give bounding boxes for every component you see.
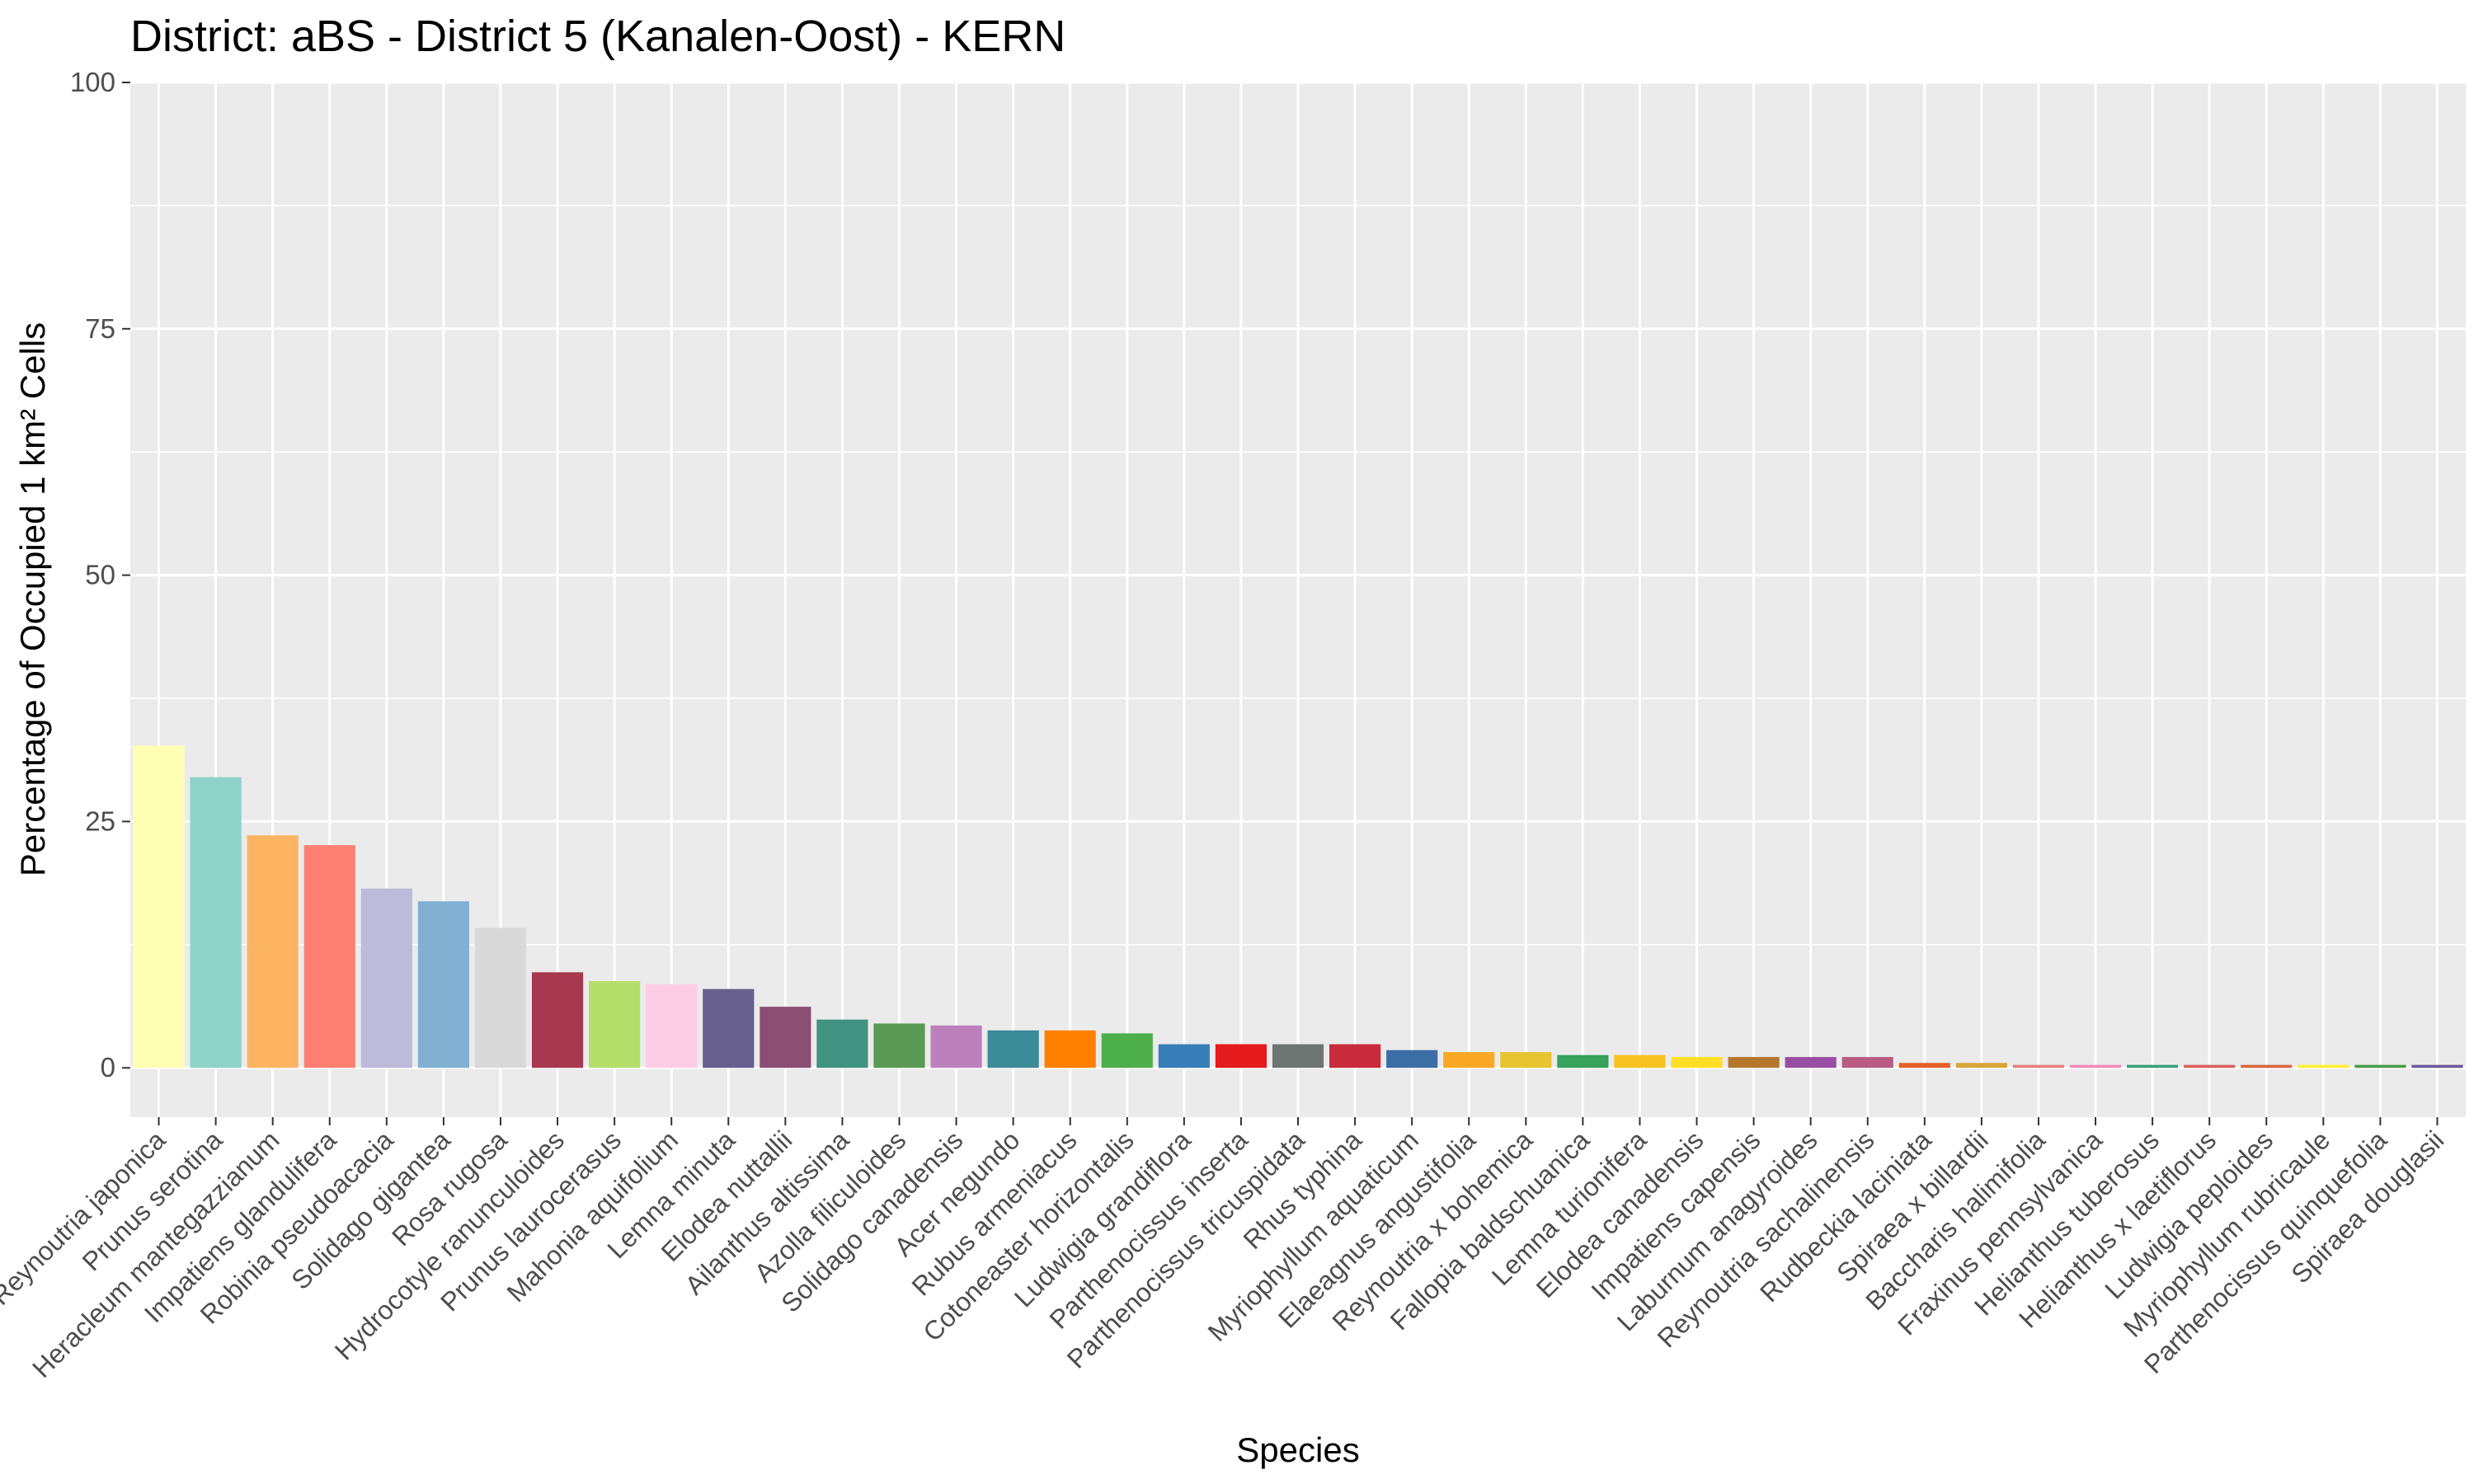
bar-ludwigia-peploides <box>2241 1064 2293 1068</box>
bar-azolla-filiculoides <box>873 1023 925 1068</box>
y-tick-label: 75 <box>85 313 115 344</box>
bar-lemna-turionifera <box>1614 1054 1666 1068</box>
bar-reynoutria-japonica <box>133 745 185 1068</box>
bar-acer-negundo <box>987 1030 1039 1068</box>
bar-rosa-rugosa <box>474 928 527 1068</box>
bar-cotoneaster-horizontalis <box>1101 1033 1153 1068</box>
bar-prunus-serotina <box>190 777 242 1068</box>
bar-robinia-pseudoacacia <box>360 888 412 1068</box>
bar-parthenocissus-tricuspidata <box>1272 1044 1324 1068</box>
bar-lemna-minuta <box>703 989 755 1068</box>
bar-mahonia-aquifolium <box>646 984 698 1068</box>
bar-ailanthus-altissima <box>816 1019 868 1068</box>
bar-fraxinus-pennsylvanica <box>2069 1064 2122 1068</box>
bar-myriophyllum-rubricaule <box>2298 1064 2349 1068</box>
y-tick-label: 50 <box>85 560 115 590</box>
bar-helianthus-x-laetiflorus <box>2184 1064 2236 1068</box>
y-tick-label: 100 <box>70 67 115 97</box>
bar-rudbeckia-laciniata <box>1898 1063 1950 1068</box>
chart-title: District: aBS - District 5 (Kanalen-Oost… <box>130 12 1065 61</box>
bar-rhus-typhina <box>1329 1044 1381 1068</box>
bar-heracleum-mantegazzianum <box>247 835 299 1068</box>
bar-spiraea-douglasii <box>2411 1064 2463 1068</box>
bar-parthenocissus-quinquefolia <box>2354 1064 2406 1068</box>
y-axis-title: Percentage of Occupied 1 km² Cells <box>13 322 52 876</box>
bar-impatiens-capensis <box>1728 1057 1780 1068</box>
bar-myriophyllum-aquaticum <box>1386 1050 1438 1068</box>
bar-elodea-canadensis <box>1671 1057 1723 1068</box>
bar-ludwigia-grandiflora <box>1158 1044 1210 1068</box>
y-axis: 0 25 50 75 100 <box>70 67 130 1082</box>
bar-elaeagnus-angustifolia <box>1443 1052 1495 1068</box>
bar-reynoutria-sachalinensis <box>1841 1057 1893 1068</box>
bar-impatiens-glandulifera <box>303 845 355 1068</box>
bar-rubus-armeniacus <box>1044 1030 1096 1068</box>
x-axis-title: Species <box>1236 1430 1359 1469</box>
bar-spiraea-x-billardii <box>1955 1063 2007 1068</box>
bar-baccharis-halimifolia <box>2012 1064 2065 1068</box>
bar-reynoutria-x-bohemica <box>1500 1052 1552 1068</box>
bar-solidago-gigantea <box>417 901 469 1068</box>
bar-solidago-canadensis <box>930 1025 982 1068</box>
bar-prunus-laurocerasus <box>589 981 641 1068</box>
bar-laburnum-anagyroides <box>1785 1057 1837 1068</box>
bar-helianthus-tuberosus <box>2127 1064 2179 1068</box>
bar-hydrocotyle-ranunculoides <box>531 972 584 1068</box>
bars <box>133 745 2463 1068</box>
bar-fallopia-baldschuanica <box>1557 1054 1609 1068</box>
bar-parthenocissus-inserta <box>1215 1044 1268 1068</box>
y-tick-label: 25 <box>85 805 115 836</box>
y-tick-label: 0 <box>101 1052 115 1082</box>
bar-elodea-nuttallii <box>760 1007 811 1068</box>
